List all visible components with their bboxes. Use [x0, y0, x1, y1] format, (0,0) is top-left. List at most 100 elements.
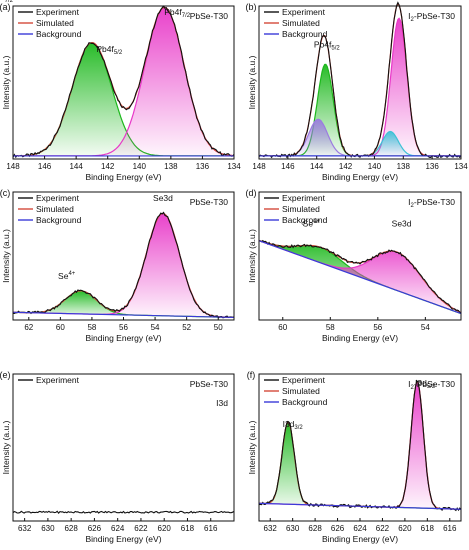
- sample-label: PbSe-T30: [190, 379, 229, 389]
- series-simulated: [13, 212, 234, 318]
- x-tick-label: 58: [87, 323, 96, 332]
- panel-label: (d): [246, 188, 257, 198]
- legend-label-experiment: Experiment: [36, 375, 80, 385]
- peak-label-Se4+: Se4+: [58, 271, 76, 281]
- x-tick-label: 626: [331, 524, 345, 533]
- peak-fill-I3d5/2: [259, 381, 461, 510]
- legend-label-simulated: Simulated: [282, 204, 320, 214]
- peak-label-Se4+: Se4+: [303, 219, 321, 229]
- peak-component-Se3d: [12, 212, 234, 318]
- panel-label: (f): [247, 370, 256, 380]
- peak-component-Pb4f5/2: [259, 63, 461, 157]
- x-axis-label: Binding Energy (eV): [322, 172, 398, 182]
- x-tick-label: 618: [421, 524, 435, 533]
- sample-label: I2-PbSe-T30: [408, 11, 455, 23]
- x-tick-label: 622: [134, 524, 148, 533]
- y-axis-label: Intensity (a.u.): [1, 229, 11, 283]
- legend-label-experiment: Experiment: [282, 375, 326, 385]
- x-tick-label: 144: [310, 162, 324, 171]
- series-experiment: [12, 5, 235, 159]
- legend-label-experiment: Experiment: [282, 7, 326, 17]
- x-tick-label: 60: [278, 323, 287, 332]
- panel-c: 62 60 58 56 54 52 50 Binding Energy (eV) Intensi…: [0, 188, 235, 343]
- legend-label-background: Background: [282, 397, 328, 407]
- y-axis-label: Intensity (a.u.): [247, 420, 257, 474]
- y-axis-label: Intensity (a.u.): [1, 420, 11, 474]
- y-axis-label: Intensity (a.u.): [1, 55, 11, 109]
- x-tick-label: 54: [421, 323, 430, 332]
- series-background: [258, 502, 462, 510]
- x-tick-label: 624: [353, 524, 367, 533]
- sample-label: PbSe-T30: [190, 11, 229, 21]
- series-experiment: [12, 211, 235, 319]
- x-tick-label: 618: [181, 524, 195, 533]
- panel-label: (b): [246, 2, 257, 12]
- x-tick-label: 622: [376, 524, 390, 533]
- peak-label-Se3d: Se3d: [153, 193, 173, 203]
- peak-label-Pb4f7/2: Pb4f7/2: [164, 7, 191, 19]
- x-tick-label: 62: [24, 323, 33, 332]
- x-tick-label: 632: [264, 524, 278, 533]
- x-tick-label: 620: [158, 524, 172, 533]
- legend-label-background: Background: [36, 215, 82, 225]
- series-experiment: [259, 239, 462, 314]
- x-tick-label: 616: [204, 524, 218, 533]
- sample-label: PbSe-T30: [190, 197, 229, 207]
- legend-label-background: Background: [36, 29, 82, 39]
- peak-fill-Pb4f5/2-b: [259, 119, 461, 156]
- x-tick-label: 52: [182, 323, 191, 332]
- peak-label-Pb4f5/2: Pb4f5/2: [314, 39, 341, 51]
- x-tick-label: 140: [133, 162, 147, 171]
- y-axis-label: Intensity (a.u.): [247, 55, 257, 109]
- x-tick-label: 624: [111, 524, 125, 533]
- legend-label-background: Background: [282, 215, 328, 225]
- x-tick-label: 140: [368, 162, 382, 171]
- peak-fill-Se3d: [13, 213, 234, 318]
- panel-label: (c): [0, 188, 10, 198]
- peak-fill-I3d3/2: [259, 421, 461, 510]
- x-tick-label: 632: [18, 524, 32, 533]
- peak-component-Pb4f7/2-b: [259, 130, 461, 157]
- legend-label-experiment: Experiment: [282, 193, 326, 203]
- panel-label: (e): [0, 370, 11, 380]
- plot-frame: [12, 373, 235, 522]
- legend-label-experiment: Experiment: [36, 7, 80, 17]
- x-axis-label: Binding Energy (eV): [85, 172, 161, 182]
- legend-label-simulated: Simulated: [36, 204, 74, 214]
- x-tick-label: 56: [373, 323, 382, 332]
- legend-label-simulated: Simulated: [282, 386, 320, 396]
- panel-e: 632 630 628 626 624 622 620 618 616 Binding Energ…: [0, 370, 235, 544]
- x-tick-label: 134: [454, 162, 468, 171]
- x-tick-label: 146: [281, 162, 295, 171]
- x-axis-label: Binding Energy (eV): [85, 333, 161, 343]
- peak-fill-Pb4f5/2: [259, 64, 461, 156]
- x-tick-label: 630: [286, 524, 300, 533]
- x-tick-label: 626: [88, 524, 102, 533]
- x-tick-label: 148: [252, 162, 266, 171]
- x-tick-label: 136: [425, 162, 439, 171]
- sample-label: I2-PbSe-T30: [408, 379, 455, 391]
- plot-frame: [258, 5, 462, 160]
- x-tick-label: 620: [398, 524, 412, 533]
- panel-f: 632 630 628 626 624 622 620 618 616 Binding Energ…: [247, 370, 462, 544]
- plot-frame: [258, 191, 462, 321]
- x-tick-label: 60: [56, 323, 65, 332]
- series-experiment: [12, 510, 235, 514]
- x-tick-label: 616: [443, 524, 457, 533]
- x-tick-label: 134: [227, 162, 241, 171]
- sample-label: I2-PbSe-T30: [408, 197, 455, 209]
- panel-a: 148 146 144 142 140 138 136 134 Binding Energy (…: [0, 2, 241, 182]
- x-tick-label: 138: [164, 162, 178, 171]
- x-tick-label: 628: [308, 524, 322, 533]
- x-tick-label: 138: [397, 162, 411, 171]
- peak-label-Pb4f5/2-b: Pb4f7/2: [0, 0, 14, 4]
- x-tick-label: 146: [38, 162, 52, 171]
- series-experiment: [258, 379, 462, 512]
- x-axis-label: Binding Energy (eV): [85, 534, 161, 544]
- panel-label: (a): [0, 2, 11, 12]
- peak-fill-Pb4f7/2-b: [259, 131, 461, 156]
- x-tick-label: 630: [41, 524, 55, 533]
- x-tick-label: 54: [151, 323, 160, 332]
- x-axis-label: Binding Energy (eV): [322, 534, 398, 544]
